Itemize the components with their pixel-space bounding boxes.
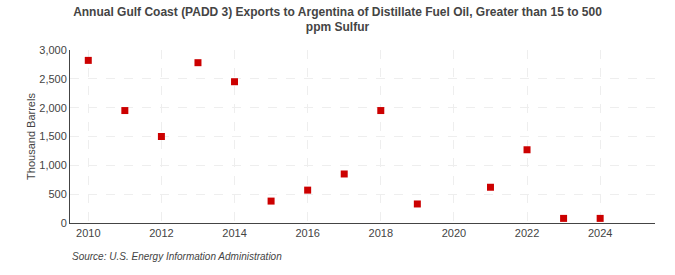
svg-text:2016: 2016 <box>295 227 319 239</box>
svg-text:2010: 2010 <box>76 227 100 239</box>
svg-text:1,500: 1,500 <box>39 130 67 142</box>
svg-text:Source: U.S. Energy Informatio: Source: U.S. Energy Information Administ… <box>72 251 282 262</box>
svg-text:2,000: 2,000 <box>39 102 67 114</box>
svg-text:2024: 2024 <box>588 227 612 239</box>
svg-text:2014: 2014 <box>222 227 246 239</box>
svg-text:Annual Gulf Coast (PADD 3) Exp: Annual Gulf Coast (PADD 3) Exports to Ar… <box>73 5 602 35</box>
svg-text:0: 0 <box>61 217 67 229</box>
svg-text:2022: 2022 <box>515 227 539 239</box>
svg-text:2018: 2018 <box>369 227 393 239</box>
svg-text:2,500: 2,500 <box>39 73 67 85</box>
svg-text:2020: 2020 <box>442 227 466 239</box>
svg-text:500: 500 <box>48 188 66 200</box>
svg-text:2012: 2012 <box>149 227 173 239</box>
svg-text:1,000: 1,000 <box>39 159 67 171</box>
svg-text:3,000: 3,000 <box>39 44 67 56</box>
svg-text:Thousand Barrels: Thousand Barrels <box>25 93 37 180</box>
